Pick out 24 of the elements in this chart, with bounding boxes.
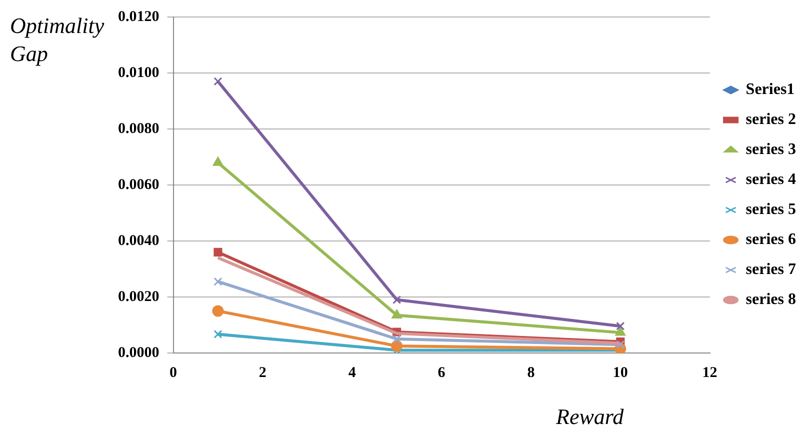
legend-label: series 2 bbox=[746, 111, 796, 128]
y-tick-label: 0.0060 bbox=[118, 176, 160, 193]
legend-label: series 4 bbox=[746, 171, 796, 188]
y-axis-title: Optimality Gap bbox=[10, 13, 104, 66]
y-tick-label: 0.0020 bbox=[118, 288, 160, 305]
y-tick-label: 0.0080 bbox=[118, 120, 160, 137]
legend-label: series 8 bbox=[746, 291, 796, 308]
legend-label: series 6 bbox=[746, 231, 796, 248]
legend-label: series 5 bbox=[746, 201, 796, 218]
y-tick-label: 0.0120 bbox=[118, 8, 160, 25]
y-tick-label: 0.0100 bbox=[118, 64, 160, 81]
legend-label: series 7 bbox=[746, 261, 796, 278]
x-tick-label: 4 bbox=[348, 364, 356, 381]
x-tick-label: 8 bbox=[527, 364, 535, 381]
x-tick-label: 2 bbox=[258, 364, 266, 381]
y-tick-label: 0.0000 bbox=[118, 344, 160, 361]
x-tick-label: 0 bbox=[170, 364, 177, 381]
x-tick-label: 12 bbox=[702, 364, 718, 381]
x-axis-title: Reward bbox=[556, 403, 624, 431]
legend-label: series 3 bbox=[746, 141, 796, 158]
legend-label: Series1 bbox=[746, 81, 795, 98]
y-tick-label: 0.0040 bbox=[118, 232, 160, 249]
x-tick-label: 6 bbox=[438, 364, 446, 381]
x-tick-label: 10 bbox=[612, 364, 628, 381]
